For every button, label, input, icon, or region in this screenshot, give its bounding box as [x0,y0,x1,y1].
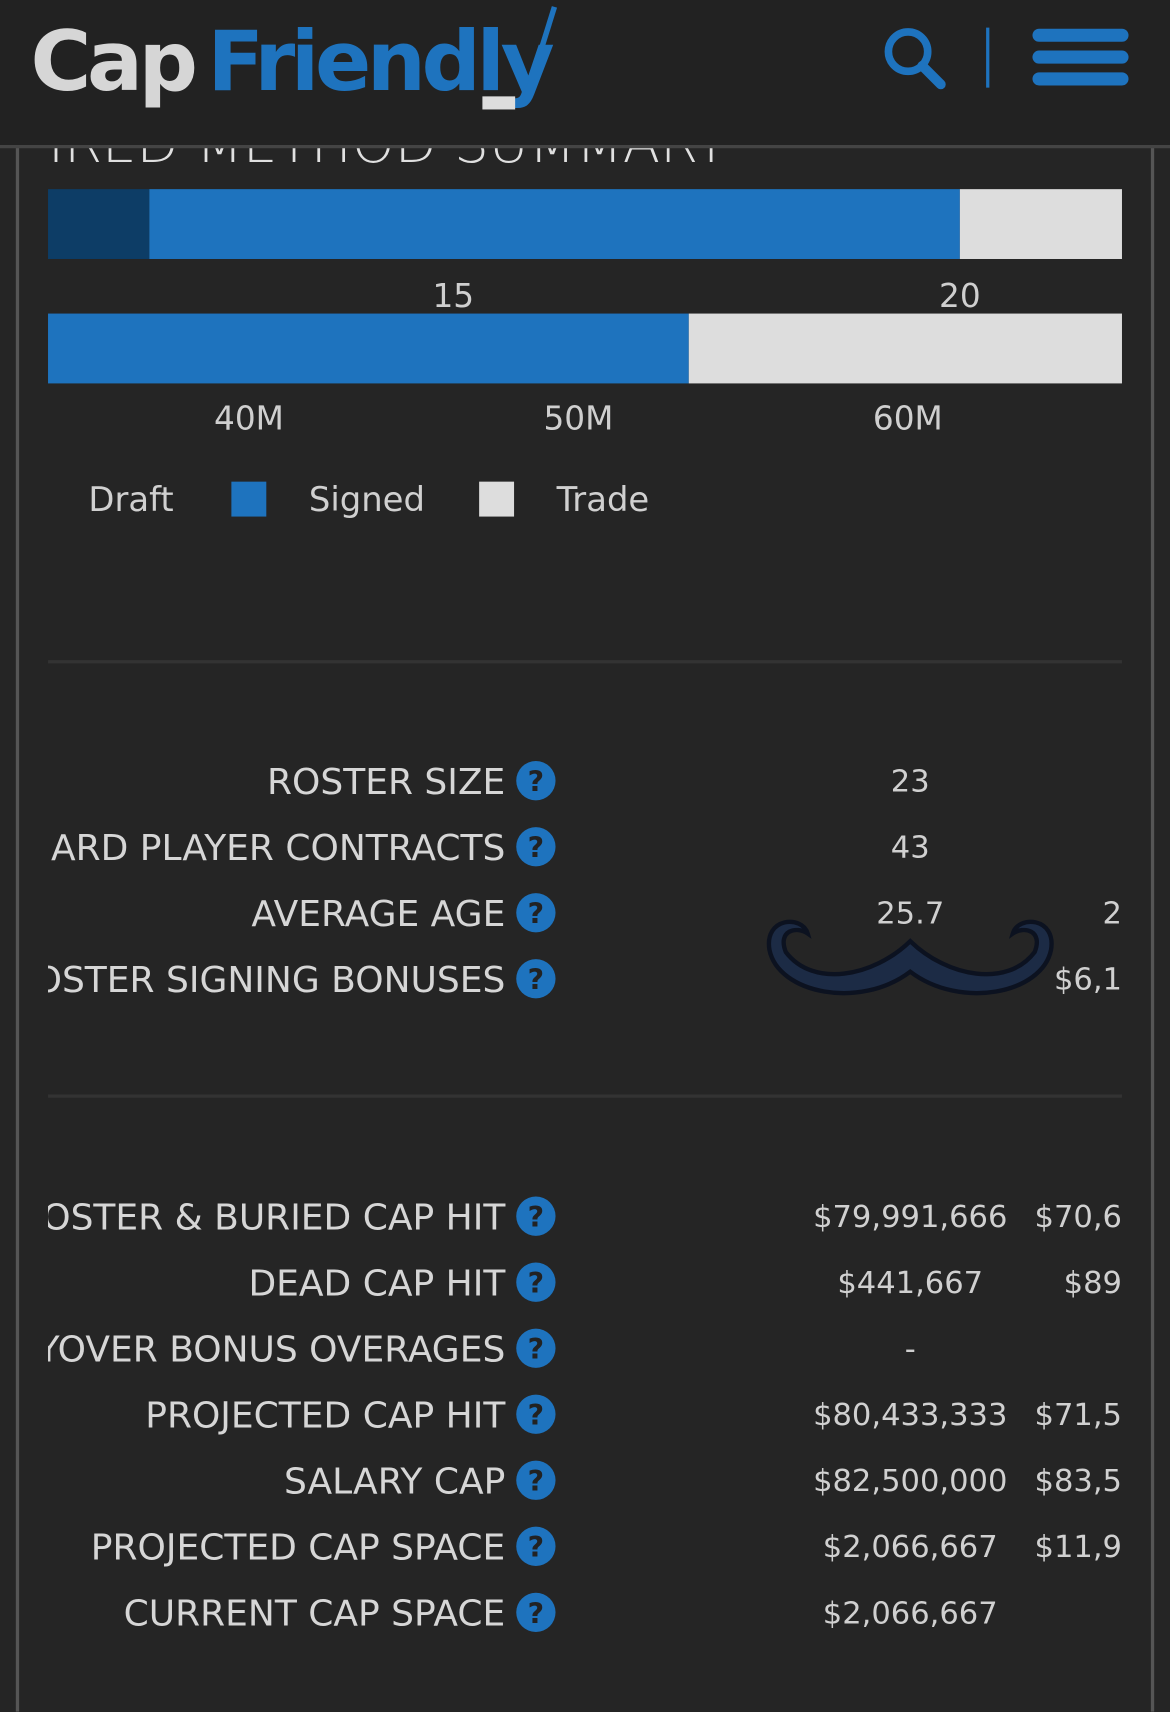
x-tick-label: 15 [432,277,474,315]
x-tick-label: 50M [543,399,613,437]
plot-area [48,189,1122,384]
row-label: SALARY CAP [284,1461,505,1502]
legend-label: Signed [309,480,425,519]
logo-friendly[interactable]: Friendly [207,13,558,110]
row-value: $6,1 [1054,963,1122,998]
row-label: OSTER SIGNING BONUSES [34,960,506,1001]
help-icon[interactable] [516,1460,556,1500]
row-value: $11,9 [1035,1530,1122,1565]
menu-line [1032,50,1129,64]
row-value: $71,5 [1035,1398,1122,1433]
menu-line [1032,72,1129,86]
row-value: $83,5 [1035,1464,1122,1499]
help-icon[interactable] [516,1328,556,1368]
help-icon[interactable] [516,1394,556,1434]
row-value: $79,991,666 [813,1200,1007,1235]
row-label: ARD PLAYER CONTRACTS [51,828,505,869]
bar-segment [48,313,689,384]
x-tick-label: 60M [873,399,943,437]
help-mark: ? [528,1399,544,1432]
bar-segment [688,313,1122,384]
row-value: 23 [891,765,930,800]
help-icon[interactable] [516,959,556,999]
help-mark: ? [528,832,544,865]
help-icon[interactable] [516,893,556,933]
row-value: $70,6 [1035,1200,1122,1235]
help-mark: ? [528,898,544,931]
row-label: ROSTER SIZE [267,762,505,803]
row-label: AVERAGE AGE [251,894,505,935]
help-icon[interactable] [516,1592,556,1632]
bar-segment [959,189,1122,259]
help-mark: ? [528,1333,544,1366]
legend-label: Draft [88,480,173,519]
row-label: YOVER BONUS OVERAGES [37,1329,506,1370]
row-value: $2,066,667 [823,1596,998,1631]
help-mark: ? [528,1597,544,1630]
help-mark: ? [528,1267,544,1300]
x-tick-label: 40M [214,399,284,437]
row-label: CURRENT CAP SPACE [124,1593,506,1634]
search-handle [917,60,946,90]
bar-segment [48,189,150,259]
row-value: $82,500,000 [813,1464,1007,1499]
row-value: $441,667 [837,1266,983,1301]
row-value: $80,433,333 [813,1398,1007,1433]
row-value: $2,066,667 [823,1530,998,1565]
header: Cap Friendly [0,0,1170,149]
row-label: OSTER & BURIED CAP HIT [42,1197,506,1238]
legend-swatch [479,481,515,517]
bar-segment [149,189,960,259]
help-mark: ? [528,964,544,997]
menu-line [1032,28,1129,42]
help-mark: ? [528,1201,544,1234]
help-icon[interactable] [516,1526,556,1566]
legend-swatch [231,481,267,517]
x-tick-label: 20 [939,277,981,315]
help-mark: ? [528,1531,544,1564]
stats-table: ROSTER SIZE? 23 ARD PLAYER CONTRACTS? 43 AVE… [34,761,1122,1634]
row-value: - [905,1332,916,1367]
legend: Draft Signed Trade [88,480,650,519]
help-icon[interactable] [516,827,556,867]
help-mark: ? [528,1465,544,1498]
mustache-overlay [766,919,1054,996]
charts: 15 20 40M 50M 60M [48,189,1122,437]
help-icon[interactable] [516,1262,556,1302]
row-value: $89 [1064,1266,1122,1301]
menu-icon[interactable] [1032,28,1129,86]
legend-label: Trade [556,480,650,519]
logo-stick [521,6,558,106]
search-icon[interactable] [884,28,932,76]
row-value: 43 [891,831,930,866]
row-value: 2 [1103,897,1122,932]
logo-cap[interactable]: Cap [31,13,199,110]
row-value: 25.7 [876,897,944,932]
logo-blade [482,96,516,110]
row-label: DEAD CAP HIT [248,1263,506,1304]
help-mark: ? [528,766,544,799]
help-icon[interactable] [516,761,556,801]
row-label: PROJECTED CAP SPACE [91,1527,506,1568]
row-label: PROJECTED CAP HIT [145,1395,506,1436]
help-icon[interactable] [516,1196,556,1236]
header-bar [0,0,1170,147]
